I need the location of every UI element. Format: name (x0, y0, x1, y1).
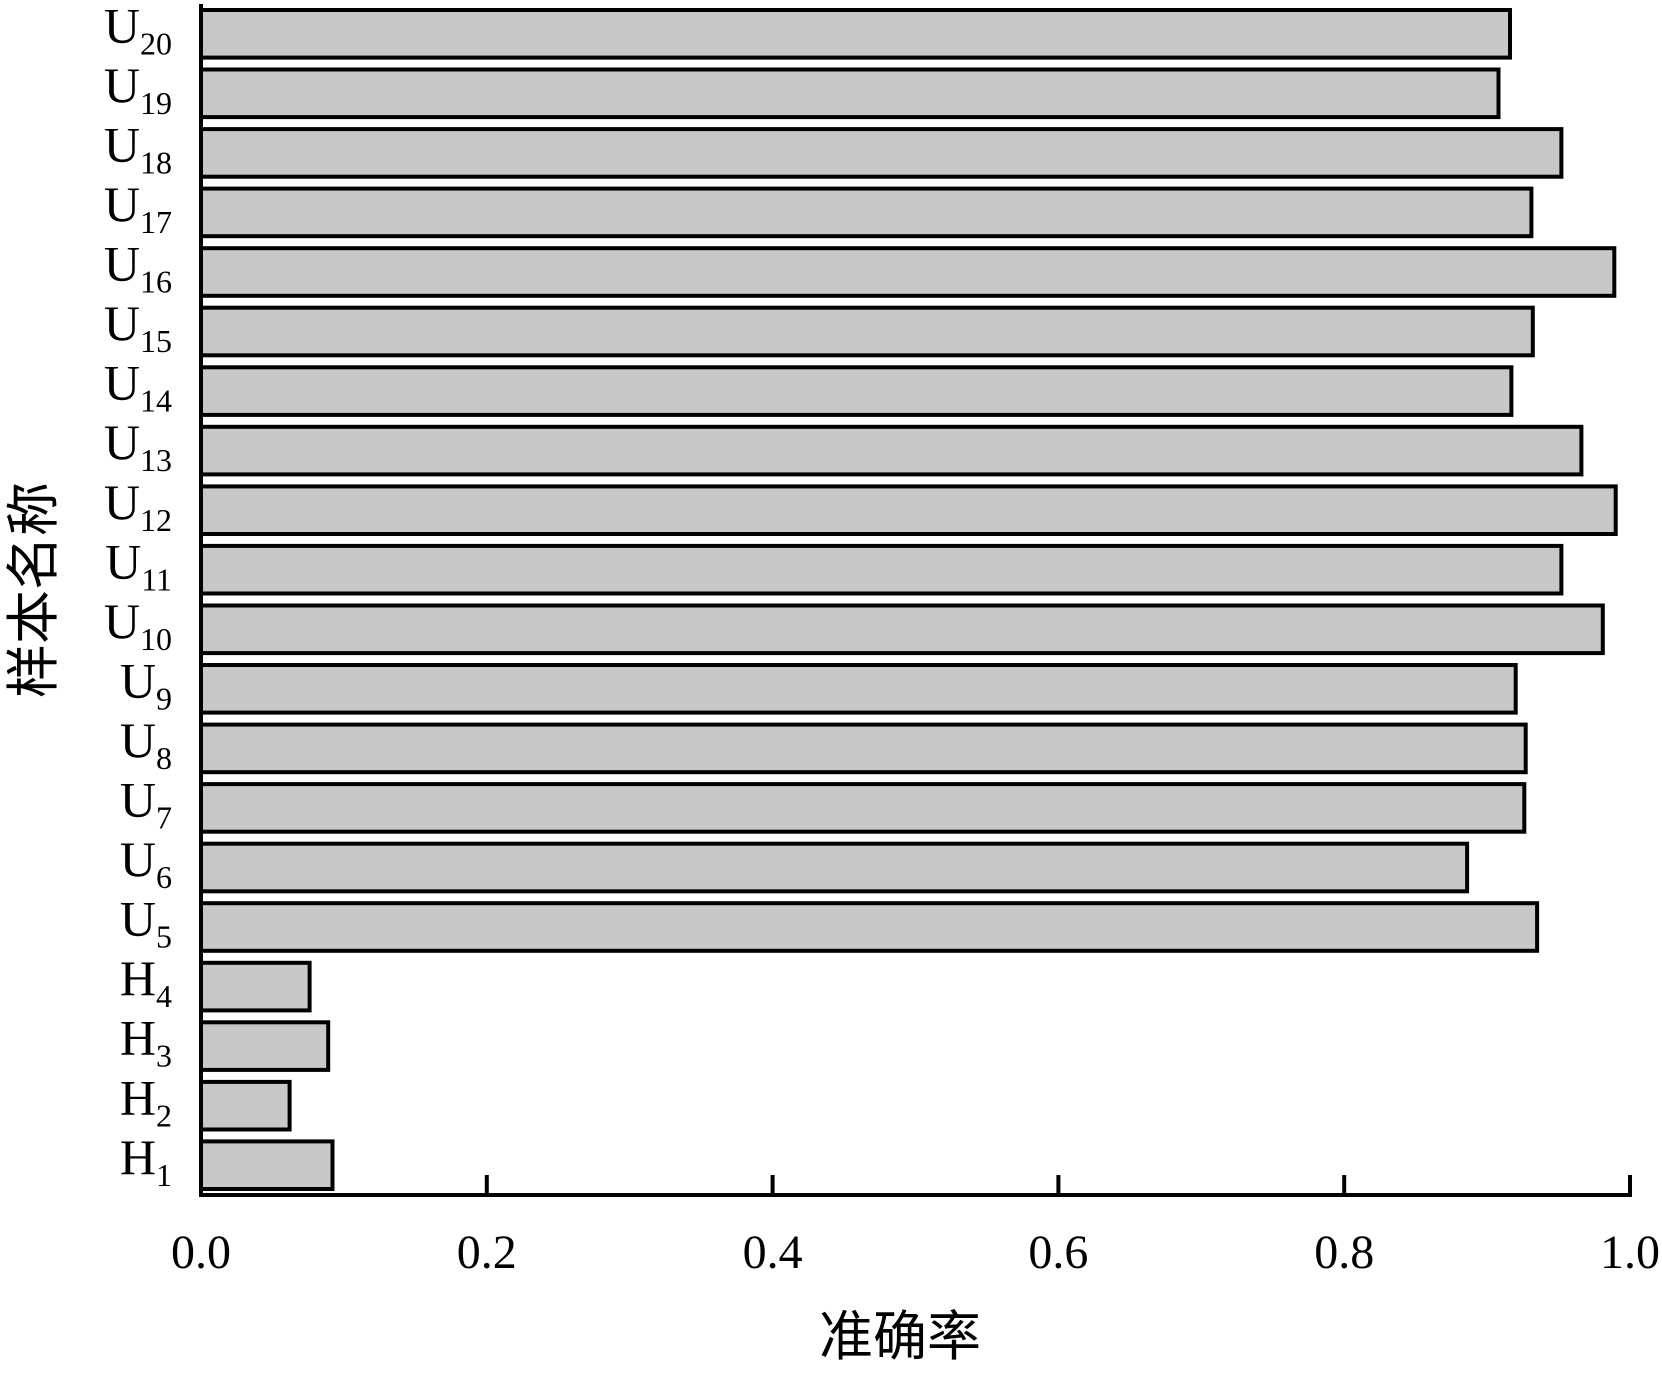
bar-U6 (199, 841, 1470, 894)
category-label-U13: U13 (104, 414, 172, 478)
bar-U8 (199, 722, 1528, 775)
bar-H2 (199, 1079, 292, 1132)
category-label-U14: U14 (104, 355, 172, 419)
bar-H4 (199, 960, 312, 1013)
x-axis-title: 准确率 (819, 1307, 981, 1367)
category-label-U16: U16 (104, 236, 172, 300)
bar-H3 (199, 1020, 331, 1072)
bar-U15 (199, 305, 1535, 358)
bar-U17 (199, 186, 1534, 239)
category-label-U6: U6 (120, 831, 172, 895)
x-tick-label: 0.8 (1314, 1226, 1374, 1279)
category-label-U17: U17 (104, 176, 172, 240)
category-label-U11: U11 (105, 533, 172, 597)
category-label-U9: U9 (120, 652, 172, 716)
bar-U7 (199, 782, 1527, 834)
x-tick-label: 0.4 (743, 1226, 803, 1279)
category-label-U20: U20 (104, 0, 172, 61)
category-label-U5: U5 (120, 891, 172, 955)
bar-U11 (199, 543, 1564, 596)
category-label-H1: H1 (120, 1129, 172, 1193)
bar-U10 (199, 603, 1605, 656)
x-tick-label: 0.6 (1028, 1226, 1088, 1279)
bar-H1 (199, 1139, 335, 1192)
category-label-H4: H4 (120, 950, 172, 1014)
category-label-U18: U18 (104, 117, 172, 181)
bar-U12 (199, 484, 1618, 536)
x-ticks: 0.0 0.2 0.4 0.6 0.8 1.0 (171, 1175, 1660, 1279)
category-label-U15: U15 (104, 295, 172, 359)
bar-U9 (199, 663, 1518, 715)
category-label-H3: H3 (120, 1010, 172, 1074)
axes-group (199, 4, 1632, 1197)
bar-U16 (199, 246, 1617, 298)
category-label-U10: U10 (104, 593, 172, 657)
bar-U19 (199, 67, 1501, 120)
bars-group (199, 8, 1618, 1192)
y-axis-title: 样本名称 (4, 482, 64, 698)
category-label-U19: U19 (104, 57, 172, 121)
x-tick-label: 0.2 (457, 1226, 517, 1279)
bar-U13 (199, 424, 1584, 477)
category-label-U8: U8 (120, 712, 172, 776)
bar-U5 (199, 901, 1540, 953)
bar-U20 (199, 8, 1512, 60)
x-tick-label: 0.0 (171, 1226, 231, 1279)
category-label-H2: H2 (120, 1069, 172, 1133)
category-label-U12: U12 (104, 474, 172, 538)
category-labels: H1H2H3H4U5U6U7U8U9U10U11U12U13U14U15U16U… (104, 0, 172, 1193)
bar-U18 (199, 127, 1564, 179)
x-tick-label: 1.0 (1600, 1226, 1660, 1279)
bar-U14 (199, 365, 1514, 417)
category-label-U7: U7 (120, 772, 172, 836)
